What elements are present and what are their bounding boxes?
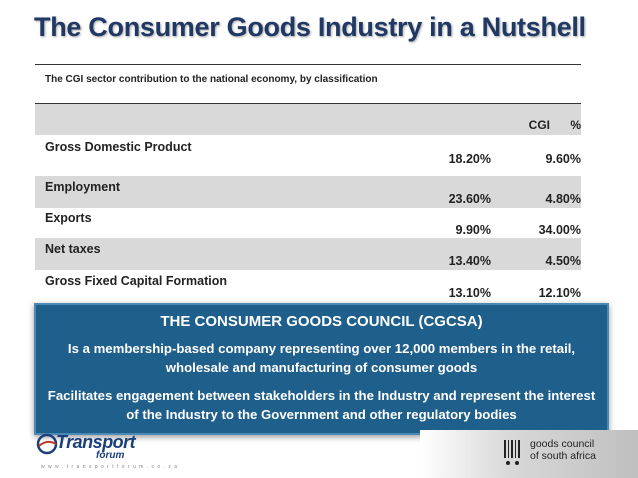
cgi-value: 13.10% <box>448 286 491 300</box>
table-row: Gross Domestic Product 18.20% 9.60% <box>35 136 581 168</box>
percent-value: 4.50% <box>545 254 581 268</box>
row-label: Net taxes <box>45 242 101 256</box>
percent-value: 12.10% <box>538 286 581 300</box>
page-title: The Consumer Goods Industry in a Nutshel… <box>34 12 586 42</box>
transport-forum-logo: Transport forum w w w . t r a n s p o r … <box>36 430 177 470</box>
cgcsa-logo: goods council of south africa <box>500 434 620 474</box>
table-row: Net taxes 13.40% 4.50% <box>35 238 581 270</box>
row-label: Employment <box>45 180 121 194</box>
table-row: Employment 23.60% 4.80% <box>35 176 581 208</box>
logo-text-line1: goods council <box>530 438 595 450</box>
cgi-value: 18.20% <box>448 152 491 166</box>
logo-url: w w w . t r a n s p o r t f o r u m . c … <box>41 464 179 470</box>
cgi-value: 13.40% <box>448 254 491 268</box>
logo-text: goods council of south africa <box>530 438 596 462</box>
table-caption: The CGI sector contribution to the natio… <box>45 74 378 85</box>
callout-paragraph-membership: Is a membership-based company representi… <box>67 341 576 375</box>
barcode-cart-icon <box>504 440 520 465</box>
row-label: Exports <box>45 211 92 225</box>
column-header-cgi: CGI <box>528 118 550 132</box>
cgi-value: 9.90% <box>455 223 491 237</box>
cgi-value: 23.60% <box>448 192 491 206</box>
logo-wordmark: Transport <box>56 432 136 452</box>
callout-paragraph-engagement: Facilitates engagement between stakehold… <box>47 388 596 422</box>
percent-value: 34.00% <box>538 223 581 237</box>
row-label: Gross Domestic Product <box>45 140 192 154</box>
logo-subtext: forum <box>96 450 125 461</box>
row-label: Gross Fixed Capital Formation <box>45 274 227 288</box>
percent-value: 9.60% <box>545 152 581 166</box>
divider <box>35 64 581 65</box>
callout-title: THE CONSUMER GOODS COUNCIL (CGCSA) <box>160 313 483 330</box>
table-header-row <box>35 104 581 135</box>
cgcsa-callout-box: THE CONSUMER GOODS COUNCIL (CGCSA) Is a … <box>34 303 609 435</box>
column-header-percent: % <box>570 118 581 132</box>
logo-text-line2: of south africa <box>530 450 596 462</box>
table-row: Exports 9.90% 34.00% <box>35 207 581 239</box>
background-image-strip <box>420 430 638 478</box>
globe-icon <box>36 433 58 455</box>
table-row: Gross Fixed Capital Formation 13.10% 12.… <box>35 270 581 302</box>
divider <box>35 103 581 104</box>
percent-value: 4.80% <box>545 192 581 206</box>
